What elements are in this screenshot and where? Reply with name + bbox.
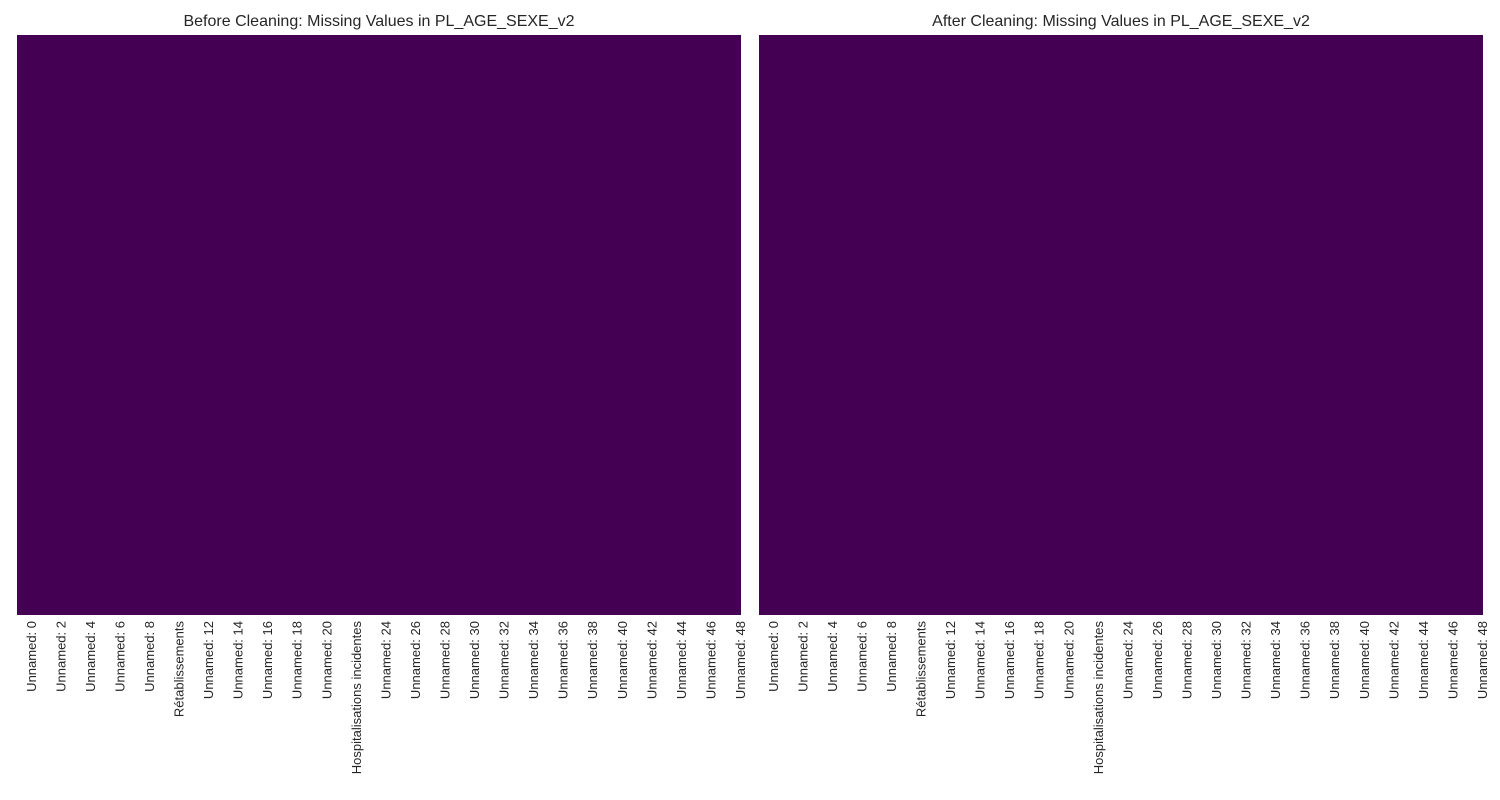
x-tick-label: Unnamed: 20 [319, 621, 334, 699]
x-tick-label: Unnamed: 38 [585, 621, 600, 699]
x-tick-label: Unnamed: 6 [112, 621, 127, 692]
heatmap-panel-before: Before Cleaning: Missing Values in PL_AG… [17, 13, 748, 774]
x-tick-label: Unnamed: 44 [674, 621, 689, 699]
x-tick-label: Unnamed: 42 [644, 621, 659, 699]
x-tick-label: Unnamed: 30 [467, 621, 482, 699]
x-tick-label: Unnamed: 12 [943, 621, 958, 699]
x-tick-label: Unnamed: 0 [766, 621, 781, 692]
x-tick-label: Unnamed: 34 [1268, 621, 1283, 699]
x-tick-label: Unnamed: 32 [497, 621, 512, 699]
x-tick-label: Unnamed: 46 [703, 621, 718, 699]
x-tick-labels-after: Unnamed: 0 Unnamed: 2 Unnamed: 4 Unnamed: 6… [766, 621, 1490, 775]
heatmap-panel-after: After Cleaning: Missing Values in PL_AGE… [759, 13, 1490, 774]
x-tick-label: Unnamed: 0 [24, 621, 39, 692]
x-tick-label: Rétablissements [914, 621, 929, 718]
x-tick-label: Unnamed: 2 [53, 621, 68, 692]
x-tick-label: Unnamed: 2 [795, 621, 810, 692]
x-tick-label: Unnamed: 48 [733, 621, 748, 699]
x-tick-label: Unnamed: 24 [1120, 621, 1135, 699]
chart-title-before: Before Cleaning: Missing Values in PL_AG… [183, 13, 574, 30]
x-tick-label: Unnamed: 6 [854, 621, 869, 692]
x-tick-label: Unnamed: 20 [1061, 621, 1076, 699]
x-tick-label: Unnamed: 16 [1002, 621, 1017, 699]
x-tick-label: Unnamed: 44 [1416, 621, 1431, 699]
x-tick-label: Unnamed: 40 [615, 621, 630, 699]
x-tick-label: Unnamed: 42 [1386, 621, 1401, 699]
x-tick-label: Unnamed: 26 [1150, 621, 1165, 699]
x-tick-label: Unnamed: 12 [201, 621, 216, 699]
x-tick-label: Unnamed: 32 [1239, 621, 1254, 699]
x-tick-label: Unnamed: 18 [1032, 621, 1047, 699]
x-tick-label: Unnamed: 8 [884, 621, 899, 692]
heatmap-area-after [759, 35, 1483, 615]
x-tick-label: Unnamed: 18 [290, 621, 305, 699]
x-tick-label: Unnamed: 36 [1298, 621, 1313, 699]
x-tick-label: Unnamed: 46 [1445, 621, 1460, 699]
x-tick-label: Unnamed: 28 [437, 621, 452, 699]
x-tick-label: Unnamed: 14 [231, 621, 246, 699]
x-tick-labels-before: Unnamed: 0 Unnamed: 2 Unnamed: 4 Unnamed: 6… [24, 621, 748, 775]
x-tick-label: Unnamed: 34 [526, 621, 541, 699]
chart-title-after: After Cleaning: Missing Values in PL_AGE… [932, 13, 1310, 30]
x-tick-label: Rétablissements [172, 621, 187, 718]
x-tick-label: Unnamed: 4 [825, 621, 840, 692]
x-tick-label: Unnamed: 28 [1179, 621, 1194, 699]
x-tick-label: Unnamed: 8 [142, 621, 157, 692]
x-tick-label: Unnamed: 16 [260, 621, 275, 699]
x-tick-label: Unnamed: 24 [378, 621, 393, 699]
x-tick-label: Unnamed: 36 [556, 621, 571, 699]
x-tick-label: Unnamed: 48 [1475, 621, 1490, 699]
x-tick-label: Unnamed: 40 [1357, 621, 1372, 699]
x-tick-label: Unnamed: 26 [408, 621, 423, 699]
x-tick-label: Unnamed: 4 [83, 621, 98, 692]
x-tick-label: Unnamed: 38 [1327, 621, 1342, 699]
x-tick-label: Hospitalisations incidentes [1091, 621, 1106, 775]
x-tick-label: Unnamed: 14 [973, 621, 988, 699]
heatmap-area-before [17, 35, 741, 615]
x-tick-label: Unnamed: 30 [1209, 621, 1224, 699]
x-tick-label: Hospitalisations incidentes [349, 621, 364, 775]
